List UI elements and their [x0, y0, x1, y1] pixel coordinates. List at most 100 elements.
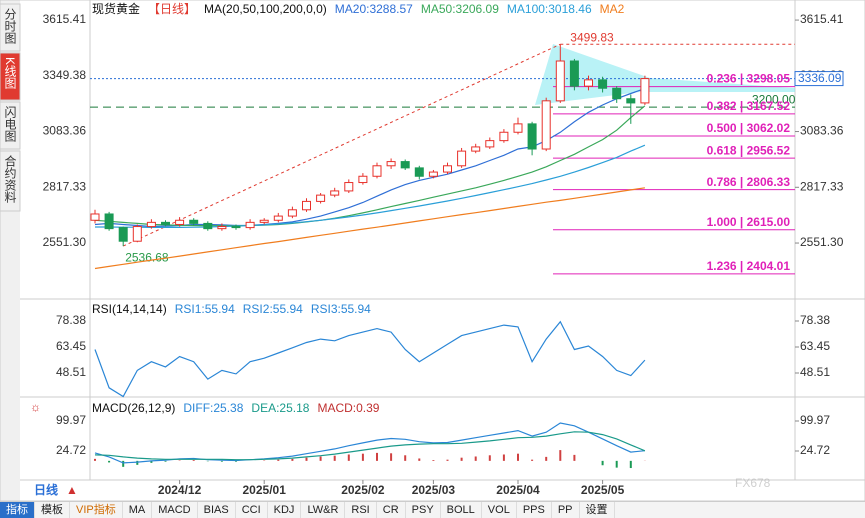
y-tick-label: 63.45 — [56, 339, 86, 353]
candle-body — [259, 219, 269, 223]
toolbar-button[interactable]: PSY — [406, 502, 441, 518]
candle-body — [414, 167, 424, 177]
candle-body — [471, 146, 481, 152]
candle-body — [428, 171, 438, 177]
y-tick-label: 99.97 — [800, 413, 830, 427]
candle-body — [90, 213, 100, 221]
candle-body — [330, 190, 340, 196]
y-tick-label: 2551.30 — [800, 235, 844, 249]
ma-line — [95, 144, 646, 228]
side-tab[interactable] — [0, 101, 21, 150]
candle-body — [400, 161, 410, 169]
y-tick-label: 78.38 — [800, 313, 830, 327]
candle-body — [203, 222, 213, 230]
toolbar-button[interactable]: RSI — [345, 502, 377, 518]
candle-body — [372, 165, 382, 177]
legend-label: RSI(14,14,14) — [92, 302, 167, 316]
y-tick-label: 63.45 — [800, 339, 830, 353]
x-tick-label: 2024/12 — [158, 483, 202, 497]
candle-body — [640, 78, 650, 104]
y-tick-label: 3349.38 — [43, 68, 87, 82]
toolbar-button[interactable]: MA — [123, 502, 153, 518]
legend-label: RSI2:55.94 — [243, 302, 303, 316]
candle-body — [499, 131, 509, 142]
candle-body — [175, 219, 185, 225]
candle-body — [302, 200, 311, 211]
toolbar-button[interactable]: 设置 — [580, 502, 615, 518]
candle-body — [598, 79, 608, 89]
candle-body — [386, 161, 396, 167]
legend-label: RSI1:55.94 — [175, 302, 235, 316]
candle-body — [217, 226, 227, 230]
toolbar-button[interactable]: CCI — [236, 502, 268, 518]
legend-label: DEA:25.18 — [251, 401, 309, 415]
legend-label: MACD(26,12,9) — [92, 401, 175, 415]
ma-line — [94, 88, 646, 228]
toolbar-button[interactable]: CR — [377, 502, 406, 518]
y-tick-label: 78.38 — [56, 313, 86, 327]
side-tab[interactable] — [0, 150, 21, 212]
ma-line — [94, 187, 645, 270]
candle-body — [626, 98, 636, 104]
y-tick-label: 2817.33 — [43, 179, 87, 193]
toolbar-button[interactable]: PP — [552, 502, 580, 518]
toolbar-button[interactable]: 模板 — [35, 502, 70, 518]
legend-label: MACD:0.39 — [317, 401, 379, 415]
candle-body — [287, 209, 297, 217]
x-tick-label: 2025/03 — [412, 483, 456, 497]
side-tab-label[interactable]: 闪电图 — [3, 106, 17, 142]
candle-body — [584, 79, 593, 87]
legend-label: DIFF:25.38 — [183, 401, 243, 415]
candle-body — [443, 165, 452, 173]
candle-body — [485, 140, 495, 148]
toolbar-button[interactable]: BOLL — [441, 502, 482, 518]
toolbar-button[interactable]: MACD — [152, 502, 198, 518]
low-label: 2536.68 — [125, 250, 169, 264]
candle-body — [273, 215, 283, 221]
side-tab-label[interactable]: K线图 — [3, 57, 17, 89]
x-tick-label: 2025/05 — [581, 483, 625, 497]
y-tick-label: 3083.36 — [43, 124, 87, 138]
fib-label: 0.618 | 2956.52 — [707, 143, 791, 157]
legend-label: 现货黄金 — [92, 1, 140, 16]
candle-body — [457, 150, 467, 167]
y-tick-label: 3615.41 — [800, 12, 844, 26]
candle-body — [527, 123, 537, 150]
candle-body — [513, 123, 523, 133]
fib-label: 0.236 | 3298.05 — [707, 72, 791, 86]
period-switch[interactable]: 日线 — [34, 482, 58, 497]
legend-label: MA20:3288.57 — [335, 2, 413, 16]
candle-body — [555, 60, 565, 102]
toolbar-button[interactable]: KDJ — [268, 502, 302, 518]
side-tab[interactable] — [0, 52, 21, 101]
legend-label: MA100:3018.46 — [507, 2, 592, 16]
toolbar-button[interactable]: LW&R — [301, 502, 346, 518]
side-tab-label[interactable]: 分时图 — [3, 8, 17, 44]
candle-body — [316, 194, 326, 202]
candle-body — [541, 100, 551, 150]
y-tick-label: 3083.36 — [800, 124, 844, 138]
y-tick-label: 24.72 — [56, 443, 86, 457]
diff-line — [94, 422, 645, 464]
toolbar-button[interactable]: VIP指标 — [70, 502, 123, 518]
candle-body — [132, 226, 142, 242]
fib-label: 0.786 | 2806.33 — [707, 175, 791, 189]
side-tab-label[interactable]: 合约资料 — [3, 154, 17, 203]
toolbar-button[interactable]: PPS — [517, 502, 552, 518]
rsi-line — [94, 320, 646, 398]
period-arrow[interactable]: ▲ — [66, 483, 78, 497]
y-tick-label: 48.51 — [800, 365, 830, 379]
toolbar-button[interactable]: BIAS — [198, 502, 236, 518]
toolbar-button[interactable]: 指标 — [0, 502, 35, 518]
toolbar-button[interactable]: VOL — [482, 502, 517, 518]
x-tick-label: 2025/04 — [496, 483, 540, 497]
high-label: 3499.83 — [570, 30, 614, 44]
fib-zone — [535, 44, 795, 105]
side-tab[interactable] — [0, 3, 21, 52]
legend-label: RSI3:55.94 — [311, 302, 371, 316]
settings-icon[interactable]: ☼ — [30, 400, 41, 414]
candle-body — [189, 219, 199, 224]
price-tag-label: 3336.09 — [798, 71, 842, 85]
candle-body — [104, 213, 114, 230]
